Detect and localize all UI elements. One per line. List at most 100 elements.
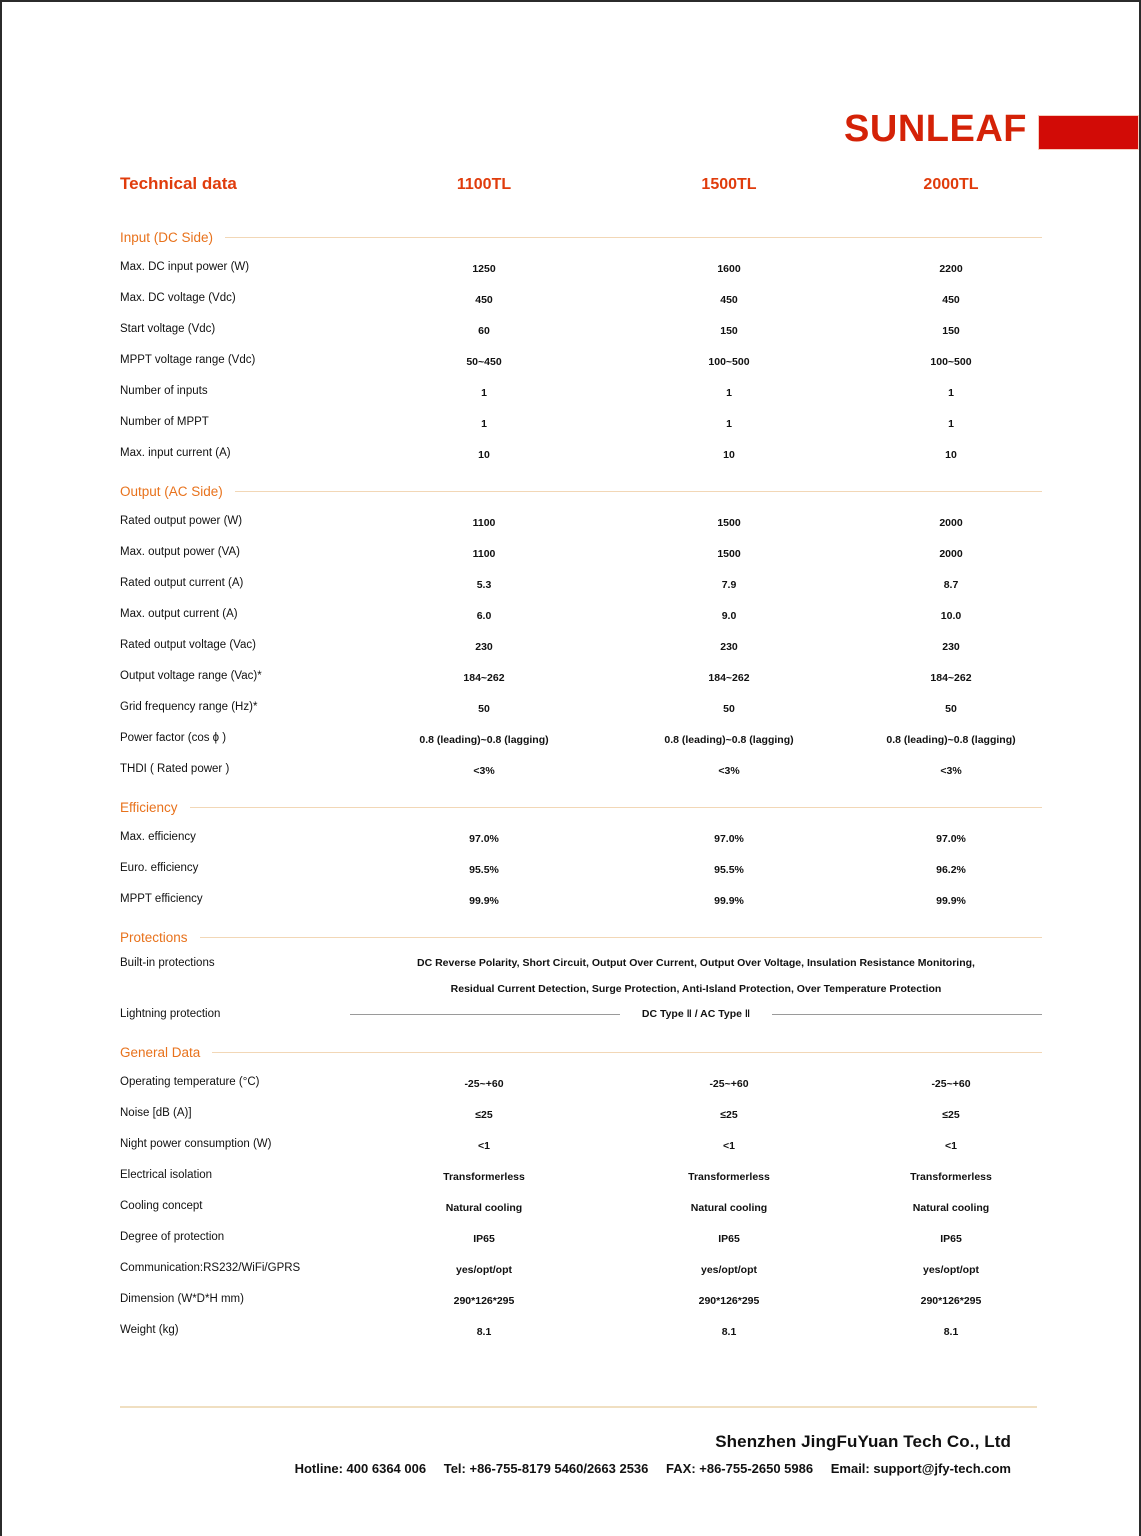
row-label: Number of MPPT — [120, 415, 209, 428]
row-value: 50 — [478, 703, 490, 715]
row-value: IP65 — [940, 1233, 962, 1245]
row-label: Rated output current (A) — [120, 576, 244, 589]
table-row: Number of inputs 1 1 1 — [120, 375, 1042, 406]
row-value: 1 — [726, 387, 732, 399]
lightning-rule-left — [350, 1013, 620, 1015]
lightning-protection-value: DC Type ‖ / AC Type ‖ — [641, 1008, 751, 1020]
row-value: Transformerless — [910, 1171, 992, 1183]
contact-line: Hotline: 400 6364 006 Tel: +86-755-8179 … — [295, 1461, 1011, 1476]
table-row: Start voltage (Vdc) 60 150 150 — [120, 313, 1042, 344]
table-row: Night power consumption (W) <1 <1 <1 — [120, 1128, 1042, 1159]
table-row: Degree of protection IP65 IP65 IP65 — [120, 1221, 1042, 1252]
row-value: 184~262 — [708, 672, 750, 684]
table-header-row: Technical data 1100TL 1500TL 2000TL — [120, 174, 1042, 214]
row-value: 1 — [726, 418, 732, 430]
section-title: Output (AC Side) — [120, 484, 223, 499]
hotline-text: Hotline: 400 6364 006 — [294, 1461, 427, 1476]
row-value: 450 — [475, 294, 493, 306]
row-value: 97.0% — [936, 833, 966, 845]
row-value: 96.2% — [936, 864, 966, 876]
row-value: 5.3 — [476, 579, 492, 591]
section-header-general-data: General Data — [120, 1045, 1042, 1060]
row-value: IP65 — [718, 1233, 740, 1245]
company-name: Shenzhen JingFuYuan Tech Co., Ltd — [715, 1432, 1011, 1451]
row-label: Power factor (cos ϕ ) — [120, 731, 227, 744]
table-row: THDI ( Rated power ) <3% <3% <3% — [120, 753, 1042, 784]
row-value: Natural cooling — [445, 1202, 523, 1214]
row-label: Euro. efficiency — [120, 861, 199, 874]
row-value: 9.0 — [721, 610, 737, 622]
row-value: -25~+60 — [709, 1078, 749, 1090]
page-title: Technical data — [120, 174, 237, 193]
row-value: 50 — [945, 703, 957, 715]
brand-red-bar — [1038, 115, 1139, 150]
row-value: Transformerless — [688, 1171, 770, 1183]
row-label: Output voltage range (Vac)* — [120, 669, 262, 682]
row-value: 2200 — [939, 263, 963, 275]
row-value: 8.1 — [721, 1326, 737, 1338]
row-value: 1500 — [717, 517, 741, 529]
row-value: 0.8 (leading)~0.8 (lagging) — [419, 734, 549, 746]
row-value: 1100 — [472, 517, 496, 529]
row-label: Noise [dB (A)] — [120, 1106, 192, 1119]
row-label: Start voltage (Vdc) — [120, 322, 216, 335]
tel-text: Tel: +86-755-8179 5460/2663 2536 — [443, 1461, 649, 1476]
row-label: Electrical isolation — [120, 1168, 213, 1181]
row-value: Natural cooling — [690, 1202, 768, 1214]
row-label: Lightning protection — [120, 1008, 221, 1020]
table-row: Dimension (W*D*H mm) 290*126*295 290*126… — [120, 1283, 1042, 1314]
fax-text: FAX: +86-755-2650 5986 — [666, 1461, 814, 1476]
section-title: Input (DC Side) — [120, 230, 214, 245]
row-value: 6.0 — [476, 610, 492, 622]
row-label: Number of inputs — [120, 384, 208, 397]
row-label: Weight (kg) — [120, 1323, 179, 1336]
row-value: 1 — [948, 418, 954, 430]
protections-line-2: Residual Current Detection, Surge Protec… — [450, 983, 942, 995]
row-value: Natural cooling — [912, 1202, 990, 1214]
table-row: Max. output current (A) 6.0 9.0 10.0 — [120, 598, 1042, 629]
row-label: Max. input current (A) — [120, 446, 231, 459]
row-value: 290*126*295 — [698, 1295, 760, 1307]
protections-line-1: DC Reverse Polarity, Short Circuit, Outp… — [417, 957, 975, 969]
spec-table: Technical data 1100TL 1500TL 2000TL Inpu… — [120, 174, 1042, 1345]
lightning-protection-row: Lightning protection DC Type ‖ / AC Type… — [120, 999, 1042, 1029]
row-value: 230 — [942, 641, 960, 653]
row-value: 10 — [945, 449, 957, 461]
row-value: 1500 — [717, 548, 741, 560]
table-row: Grid frequency range (Hz)* 50 50 50 — [120, 691, 1042, 722]
model-column-1500tl: 1500TL — [701, 176, 757, 193]
table-row: Noise [dB (A)] ≤25 ≤25 ≤25 — [120, 1097, 1042, 1128]
row-value: 99.9% — [714, 895, 744, 907]
row-label: Max. DC voltage (Vdc) — [120, 291, 236, 304]
row-value: 2000 — [939, 548, 963, 560]
row-label: Degree of protection — [120, 1230, 225, 1243]
table-row: Communication:RS232/WiFi/GPRS yes/opt/op… — [120, 1252, 1042, 1283]
row-value: 0.8 (leading)~0.8 (lagging) — [886, 734, 1016, 746]
row-label: Communication:RS232/WiFi/GPRS — [120, 1261, 301, 1274]
row-label: Max. efficiency — [120, 830, 196, 843]
row-value: 1 — [481, 387, 487, 399]
footer: Shenzhen JingFuYuan Tech Co., Ltd Hotlin… — [295, 1432, 1011, 1476]
table-row: Rated output power (W) 1100 1500 2000 — [120, 505, 1042, 536]
table-row: Operating temperature (°C) -25~+60 -25~+… — [120, 1066, 1042, 1097]
row-value: 230 — [475, 641, 493, 653]
row-value: 7.9 — [721, 579, 737, 591]
row-value: 97.0% — [714, 833, 744, 845]
section-divider — [225, 237, 1042, 238]
row-value: 290*126*295 — [920, 1295, 982, 1307]
section-divider — [212, 1052, 1042, 1053]
row-value: 150 — [942, 325, 960, 337]
table-row: Number of MPPT 1 1 1 — [120, 406, 1042, 437]
row-value: 50~450 — [466, 356, 502, 368]
row-value: 1600 — [717, 263, 741, 275]
table-row: Max. DC input power (W) 1250 1600 2200 — [120, 251, 1042, 282]
table-row: Rated output current (A) 5.3 7.9 8.7 — [120, 567, 1042, 598]
row-label: Max. output current (A) — [120, 607, 238, 620]
table-row: Max. efficiency 97.0% 97.0% 97.0% — [120, 821, 1042, 852]
table-row: Max. output power (VA) 1100 1500 2000 — [120, 536, 1042, 567]
table-row: Max. input current (A) 10 10 10 — [120, 437, 1042, 468]
brand-header: SUNLEAF — [2, 106, 1139, 152]
row-label: THDI ( Rated power ) — [120, 762, 230, 775]
row-value: 450 — [942, 294, 960, 306]
